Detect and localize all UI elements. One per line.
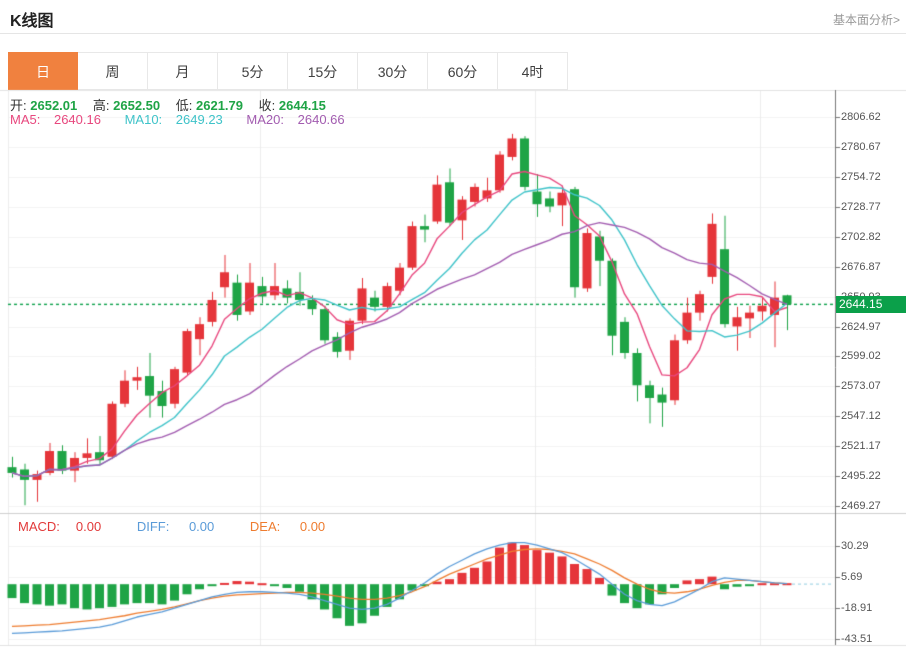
price-tick-label: 2780.67 <box>841 140 881 153</box>
high-value: 2652.50 <box>113 98 161 113</box>
price-tick-label: 2806.62 <box>841 111 881 123</box>
close-label: 收: <box>258 98 276 113</box>
price-tick-label: 2521.17 <box>841 440 881 453</box>
dea-value-readout: DEA: 0.00 <box>249 519 326 534</box>
ma-readout: MA5: 2640.16 MA10: 2649.23 MA20: 2640.66 <box>10 112 365 127</box>
macd-tick-label: 5.69 <box>841 571 863 584</box>
macd-value-readout: MACD: 0.00 <box>18 519 102 534</box>
current-price-badge: 2644.15 <box>836 296 906 313</box>
low-label: 低: <box>175 98 193 113</box>
price-tick-label: 2702.82 <box>841 230 881 243</box>
low-value: 2621.79 <box>196 98 243 113</box>
price-tick-label: 2573.07 <box>841 380 881 393</box>
macd-tick-label: -43.51 <box>841 633 873 646</box>
price-tick-label: 2547.12 <box>841 410 881 423</box>
macd-tick-label: 30.29 <box>841 539 869 552</box>
ohlc-readout: 开: 2652.01 高: 2652.50 低: 2621.79 收: 2644… <box>10 95 338 114</box>
price-tick-label: 2754.72 <box>841 170 881 183</box>
diff-value-readout: DIFF: 0.00 <box>136 519 215 534</box>
open-value: 2652.01 <box>30 98 78 113</box>
high-label: 高: <box>92 98 110 113</box>
close-value: 2644.15 <box>278 98 326 113</box>
ma20-readout: MA20: 2640.66 <box>246 112 345 127</box>
price-tick-label: 2469.27 <box>841 500 881 513</box>
price-tick-label: 2624.97 <box>841 320 881 333</box>
open-label: 开: <box>10 98 27 113</box>
price-tick-label: 2599.02 <box>841 350 881 363</box>
ma5-readout: MA5: 2640.16 <box>10 112 101 127</box>
price-tick-label: 2495.22 <box>841 470 881 483</box>
macd-tick-label: -18.91 <box>841 602 873 615</box>
macd-readout: MACD: 0.00 DIFF: 0.00 DEA: 0.00 <box>18 519 357 534</box>
ma10-readout: MA10: 2649.23 <box>124 112 223 127</box>
price-tick-label: 2728.77 <box>841 200 881 213</box>
price-tick-label: 2676.87 <box>841 260 881 273</box>
